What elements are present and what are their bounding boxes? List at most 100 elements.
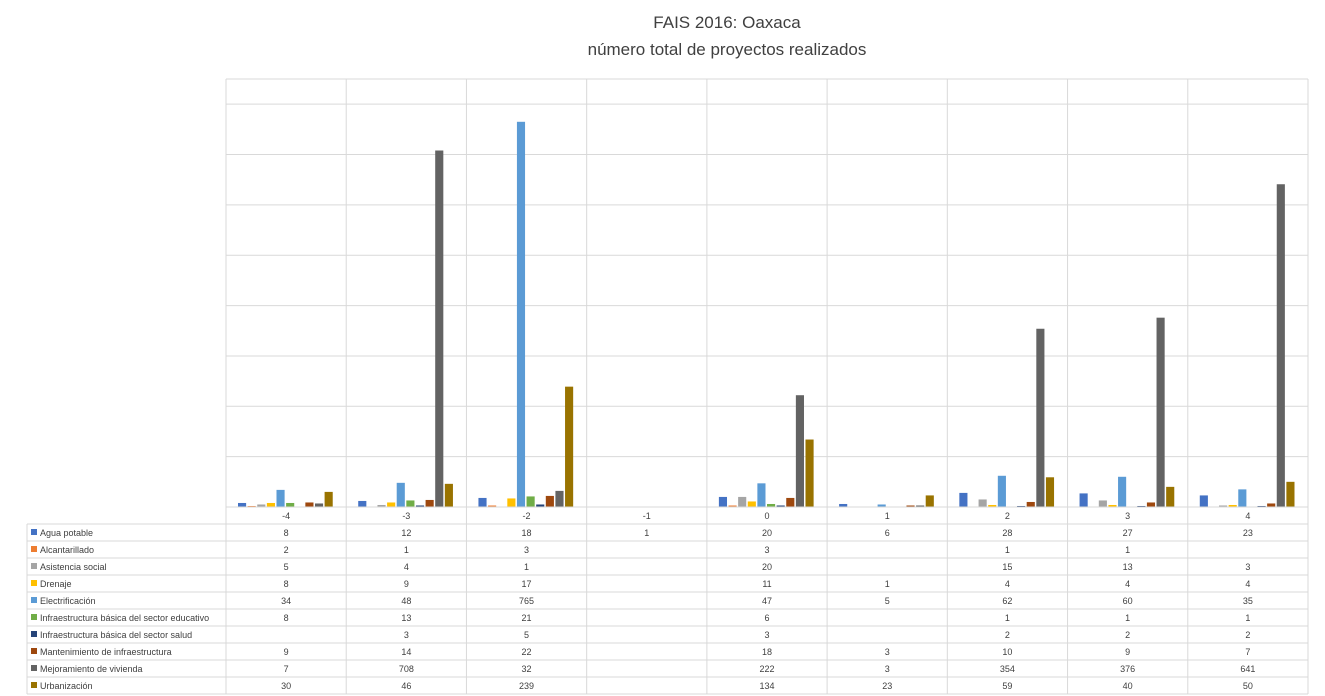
data-label: 23 <box>882 681 892 691</box>
data-label: 20 <box>762 528 772 538</box>
data-label: 2 <box>1245 630 1250 640</box>
data-label: 20 <box>762 562 772 572</box>
data-label: 47 <box>762 596 772 606</box>
bar <box>906 505 915 507</box>
data-label: 6 <box>885 528 890 538</box>
data-label: 376 <box>1120 664 1135 674</box>
bar <box>565 386 574 507</box>
data-label: 14 <box>401 647 411 657</box>
legend-swatch <box>31 546 37 552</box>
bar <box>1079 493 1088 507</box>
data-label: 15 <box>1002 562 1012 572</box>
bar <box>925 495 934 507</box>
bar <box>1267 503 1276 507</box>
data-label: 12 <box>401 528 411 538</box>
legend-swatch <box>31 648 37 654</box>
bar <box>555 490 564 507</box>
bar <box>488 505 497 507</box>
data-label: 2 <box>284 545 289 555</box>
bar <box>839 503 848 507</box>
bar <box>1156 317 1165 507</box>
data-label: 30 <box>281 681 291 691</box>
legend-swatch <box>31 682 37 688</box>
bar <box>1137 505 1146 507</box>
data-label: 5 <box>885 596 890 606</box>
bar <box>358 500 367 507</box>
bar <box>1166 486 1175 507</box>
bar <box>1045 477 1055 507</box>
x-tick-label: 4 <box>1245 511 1250 521</box>
data-label: 18 <box>762 647 772 657</box>
data-label: 9 <box>404 579 409 589</box>
data-label: 1 <box>404 545 409 555</box>
data-label: 59 <box>1002 681 1012 691</box>
legend-label: Infraestructura básica del sector educat… <box>40 613 209 623</box>
data-label: 134 <box>759 681 774 691</box>
bar <box>276 489 285 507</box>
data-label: 5 <box>524 630 529 640</box>
bar <box>786 497 795 507</box>
bar <box>738 496 747 507</box>
bar <box>1228 504 1237 507</box>
data-label: 5 <box>284 562 289 572</box>
legend-label: Electrificación <box>40 596 96 606</box>
bar <box>1219 505 1228 507</box>
bar <box>478 497 487 507</box>
legend-swatch <box>31 631 37 637</box>
data-label: 239 <box>519 681 534 691</box>
data-label: 13 <box>1123 562 1133 572</box>
data-label: 34 <box>281 596 291 606</box>
legend-swatch <box>31 665 37 671</box>
bars <box>238 121 1295 508</box>
data-label: 9 <box>284 647 289 657</box>
data-label: 4 <box>404 562 409 572</box>
bar <box>805 439 814 507</box>
data-label: 35 <box>1243 596 1253 606</box>
data-label: 22 <box>522 647 532 657</box>
data-label: 4 <box>1125 579 1130 589</box>
bar <box>1098 500 1107 507</box>
bar <box>978 499 987 507</box>
data-label: 1 <box>1125 613 1130 623</box>
data-label: 7 <box>284 664 289 674</box>
bar <box>1036 328 1045 507</box>
data-label: 40 <box>1123 681 1133 691</box>
bar <box>396 482 405 507</box>
bar <box>516 121 526 508</box>
x-tick-label: -2 <box>523 511 531 521</box>
data-label: 354 <box>1000 664 1015 674</box>
data-label: 17 <box>522 579 532 589</box>
bar <box>959 492 968 507</box>
legend-swatch <box>31 563 37 569</box>
x-tick-label: -1 <box>643 511 651 521</box>
data-label: 10 <box>1002 647 1012 657</box>
bar <box>305 502 314 507</box>
bar <box>387 502 396 507</box>
data-label: 708 <box>399 664 414 674</box>
bar <box>1108 504 1117 507</box>
data-label: 13 <box>401 613 411 623</box>
data-label: 1 <box>524 562 529 572</box>
bar <box>1146 502 1156 507</box>
legend-label: Drenaje <box>40 579 72 589</box>
bar <box>247 505 256 507</box>
data-label: 3 <box>764 545 769 555</box>
chart-title: FAIS 2016: Oaxaca <box>653 13 801 32</box>
legend-swatch <box>31 529 37 535</box>
data-label: 8 <box>284 528 289 538</box>
bar <box>767 503 776 507</box>
bar <box>324 491 333 507</box>
bar <box>1118 476 1127 507</box>
data-label: 7 <box>1245 647 1250 657</box>
legend-label: Mantenimiento de infraestructura <box>40 647 172 657</box>
bar <box>425 499 434 507</box>
x-tick-label: 0 <box>764 511 769 521</box>
bar <box>536 504 545 507</box>
legend-label: Agua potable <box>40 528 93 538</box>
bar <box>1286 481 1295 507</box>
bar <box>1017 505 1026 507</box>
legend-label: Infraestructura básica del sector salud <box>40 630 192 640</box>
bar <box>795 395 804 507</box>
